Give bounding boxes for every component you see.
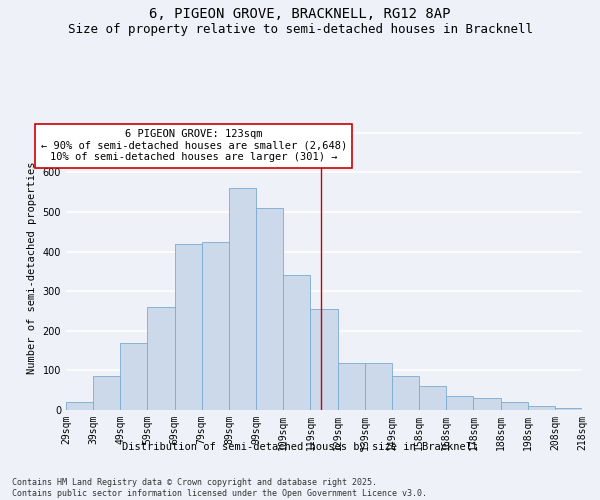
Text: 6, PIGEON GROVE, BRACKNELL, RG12 8AP: 6, PIGEON GROVE, BRACKNELL, RG12 8AP (149, 8, 451, 22)
Bar (93, 376, 121, 410)
Bar (527, 406, 555, 410)
Text: 6 PIGEON GROVE: 123sqm
← 90% of semi-detached houses are smaller (2,648)
10% of : 6 PIGEON GROVE: 123sqm ← 90% of semi-det… (41, 130, 347, 162)
Bar (555, 408, 582, 410)
Bar (175, 244, 202, 410)
Bar (202, 242, 229, 410)
Bar (310, 309, 338, 410)
Bar (446, 396, 473, 410)
Bar (66, 402, 93, 410)
Bar (338, 362, 365, 410)
Bar (283, 276, 310, 410)
Bar (121, 342, 148, 410)
Bar (229, 188, 256, 410)
Bar (473, 398, 500, 410)
Text: Size of property relative to semi-detached houses in Bracknell: Size of property relative to semi-detach… (67, 22, 533, 36)
Bar (500, 402, 527, 410)
Bar (148, 307, 175, 410)
Y-axis label: Number of semi-detached properties: Number of semi-detached properties (27, 161, 37, 374)
Text: Contains HM Land Registry data © Crown copyright and database right 2025.
Contai: Contains HM Land Registry data © Crown c… (12, 478, 427, 498)
Bar (365, 362, 392, 410)
Bar (256, 208, 283, 410)
Bar (419, 386, 446, 410)
Bar (392, 376, 419, 410)
Text: Distribution of semi-detached houses by size in Bracknell: Distribution of semi-detached houses by … (122, 442, 478, 452)
